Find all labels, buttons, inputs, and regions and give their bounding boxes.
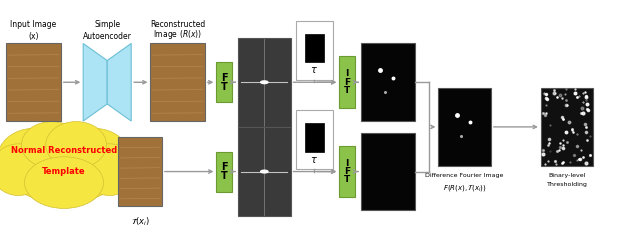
Bar: [438, 88, 491, 166]
Text: Template: Template: [42, 167, 86, 176]
Ellipse shape: [24, 157, 104, 208]
Bar: [296, 21, 333, 80]
Bar: [305, 123, 324, 152]
Bar: [305, 34, 324, 62]
Text: Input Image: Input Image: [10, 20, 57, 29]
Text: Image ($R(x)$): Image ($R(x)$): [153, 28, 202, 41]
Text: $F(R(x), \mathcal{T}(x_i))$: $F(R(x), \mathcal{T}(x_i))$: [443, 182, 486, 193]
Text: Reconstructed: Reconstructed: [150, 20, 205, 29]
Text: F
T: F T: [221, 73, 228, 92]
Polygon shape: [108, 43, 131, 121]
Bar: [6, 43, 61, 121]
Text: Difference Fourier Image: Difference Fourier Image: [426, 173, 504, 178]
Ellipse shape: [46, 121, 106, 168]
Bar: [361, 133, 415, 210]
Bar: [238, 38, 291, 127]
Bar: [361, 43, 415, 121]
Bar: [238, 127, 291, 216]
Bar: [339, 146, 355, 197]
Bar: [339, 56, 355, 108]
Text: $\tau$: $\tau$: [310, 66, 318, 75]
Bar: [118, 137, 162, 206]
Text: $\tau$: $\tau$: [310, 155, 318, 165]
Text: Autoencoder: Autoencoder: [83, 32, 132, 41]
Bar: [541, 88, 593, 166]
Text: Binary-level: Binary-level: [548, 173, 586, 178]
Text: F
T: F T: [221, 162, 228, 181]
Text: Normal Reconstructed: Normal Reconstructed: [11, 146, 117, 155]
Text: Thresholding: Thresholding: [547, 182, 588, 187]
Bar: [150, 43, 205, 121]
Bar: [296, 110, 333, 169]
Ellipse shape: [0, 128, 70, 190]
Circle shape: [260, 170, 268, 173]
Text: I
F
T: I F T: [344, 70, 350, 95]
Circle shape: [260, 81, 268, 84]
Text: $\mathcal{T}(x_i)$: $\mathcal{T}(x_i)$: [131, 215, 150, 227]
Ellipse shape: [0, 144, 46, 196]
Bar: [216, 152, 232, 192]
Polygon shape: [83, 43, 108, 121]
Ellipse shape: [83, 144, 137, 196]
Ellipse shape: [22, 121, 83, 168]
Bar: [216, 62, 232, 102]
Ellipse shape: [58, 128, 131, 190]
Text: I
F
T: I F T: [344, 159, 350, 184]
Text: (x): (x): [28, 32, 39, 41]
Ellipse shape: [3, 126, 125, 203]
Text: Simple: Simple: [94, 20, 120, 29]
